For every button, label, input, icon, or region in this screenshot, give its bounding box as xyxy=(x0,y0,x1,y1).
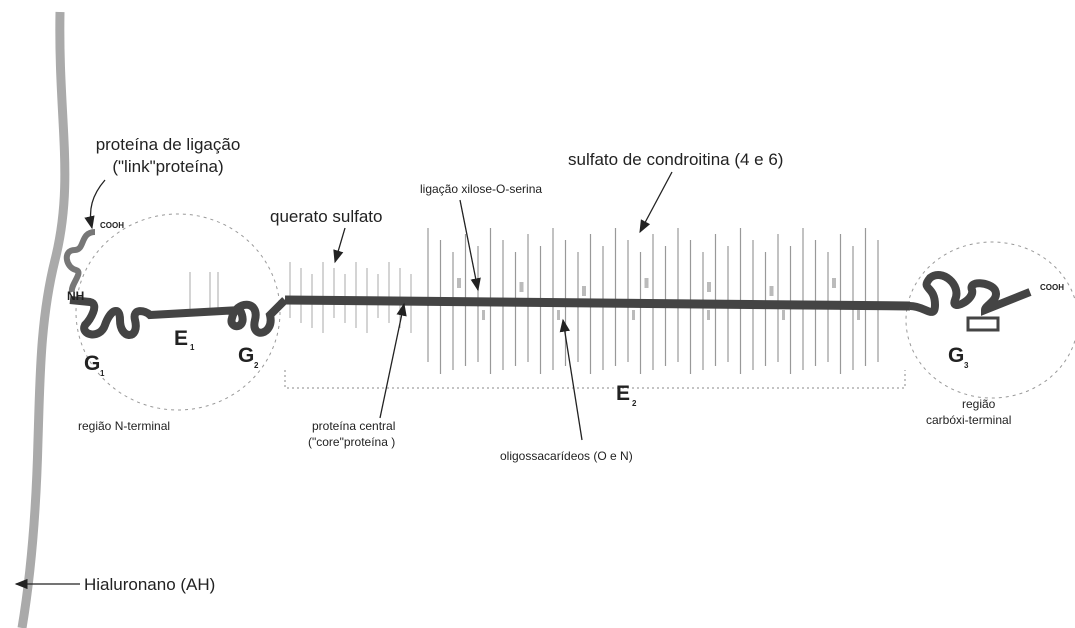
arrow xyxy=(639,171,673,234)
label: querato sulfato xyxy=(270,207,382,226)
disulfide xyxy=(966,316,1000,332)
hyaluronan xyxy=(17,11,70,628)
label: ("link"proteína) xyxy=(112,157,223,176)
arrow xyxy=(84,179,106,230)
label: região xyxy=(962,397,996,411)
label: proteína de ligação xyxy=(96,135,241,154)
domain-sub: 3 xyxy=(964,361,969,370)
label: COOH xyxy=(1040,283,1064,292)
core-protein-n xyxy=(69,296,288,339)
label: ("core"proteína ) xyxy=(308,435,395,449)
glycan-chain xyxy=(769,286,774,296)
label: proteína central xyxy=(312,419,395,433)
label: Hialuronano (AH) xyxy=(84,575,215,594)
c-terminal-region xyxy=(905,241,1075,399)
glycan-chain xyxy=(482,310,485,320)
glycan-chain xyxy=(707,310,710,320)
domain-label: E xyxy=(616,382,630,405)
core-protein xyxy=(284,295,911,311)
domain-sub: 2 xyxy=(254,361,259,370)
label: ligação xilose-O-serina xyxy=(420,182,542,196)
n-terminal-region xyxy=(75,213,281,411)
domain-sub: 2 xyxy=(632,399,637,408)
label: carbóxi-terminal xyxy=(926,413,1011,427)
glycan-chain xyxy=(644,278,649,288)
domain-sub: 1 xyxy=(100,369,105,378)
label: COOH xyxy=(100,221,124,230)
glycan-chain xyxy=(857,310,860,320)
arrow xyxy=(333,227,346,264)
domain-sub: 1 xyxy=(190,343,195,352)
arrow xyxy=(459,199,481,292)
e2-bracket xyxy=(284,370,906,389)
glycan-chain xyxy=(557,310,560,320)
domain-label: G xyxy=(238,344,254,367)
glycan-chain xyxy=(832,278,836,288)
glycan-chain xyxy=(582,286,586,296)
domain-label: G xyxy=(948,344,964,367)
core-protein-c xyxy=(909,271,1032,316)
label: NH xyxy=(67,289,84,303)
glycan-chain xyxy=(632,310,635,320)
glycan-chain xyxy=(707,282,711,292)
label: região N-terminal xyxy=(78,419,170,433)
glycan-chain xyxy=(457,278,461,288)
label: sulfato de condroitina (4 e 6) xyxy=(568,150,783,169)
arrow xyxy=(559,318,583,441)
link-protein xyxy=(63,229,96,293)
domain-label: G xyxy=(84,352,100,375)
arrow xyxy=(379,302,407,419)
glycan-chain xyxy=(519,282,524,292)
label: oligossacarídeos (O e N) xyxy=(500,449,633,463)
domain-label: E xyxy=(174,327,188,350)
glycan-chain xyxy=(782,310,785,320)
